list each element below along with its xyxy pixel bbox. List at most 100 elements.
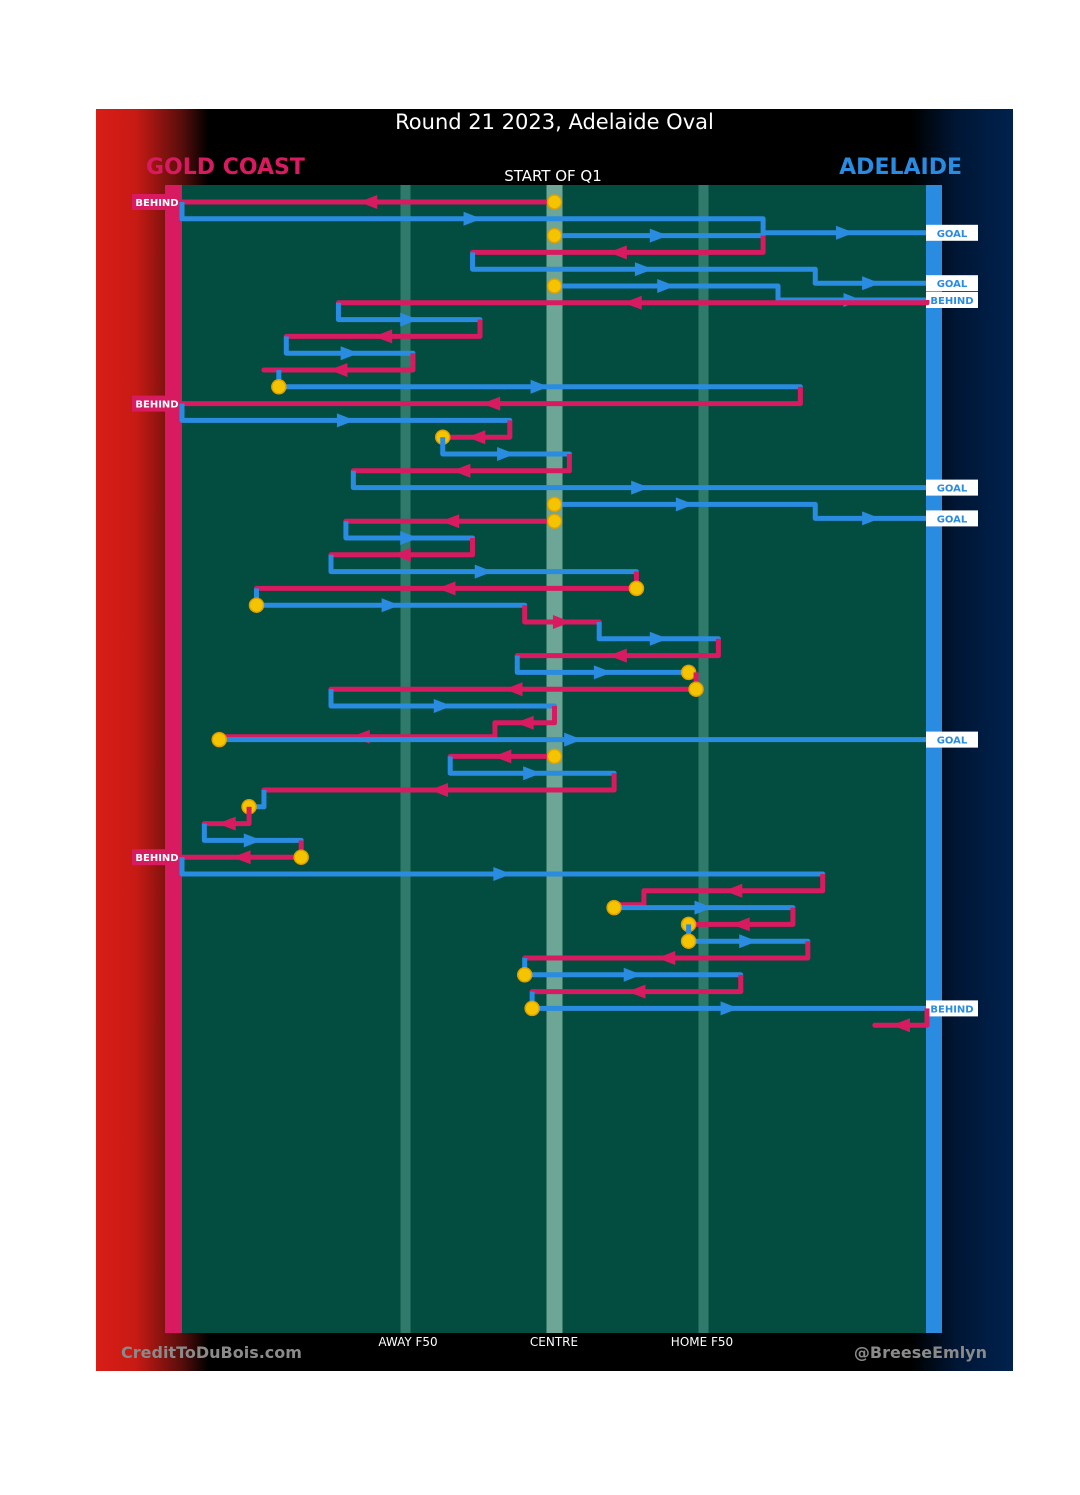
ball-marker xyxy=(688,681,704,697)
score-tag xyxy=(132,194,182,210)
flow-arrow xyxy=(862,276,881,291)
flow-arrow xyxy=(891,1018,910,1033)
score-tag xyxy=(926,1000,978,1017)
ball-marker xyxy=(211,731,227,748)
footer-credit: CreditToDuBois.com xyxy=(121,1343,302,1362)
ball-marker xyxy=(546,748,563,765)
score-tag xyxy=(926,479,978,496)
team-left-label: GOLD COAST xyxy=(146,155,305,180)
score-tag-label: BEHIND xyxy=(135,400,178,411)
flow-arrow xyxy=(430,783,449,797)
flow-arrow xyxy=(400,531,419,545)
away-f50-line xyxy=(400,185,411,1333)
flow-arrow xyxy=(217,816,236,831)
flow-arrow xyxy=(340,346,359,361)
flow-arrow xyxy=(452,463,471,478)
flow-arrow xyxy=(608,245,627,260)
home-f50-line xyxy=(698,185,709,1333)
ball-marker xyxy=(680,933,697,949)
flow-arrow xyxy=(493,749,512,764)
score-tag xyxy=(926,731,978,748)
flow-arrow xyxy=(657,951,676,965)
axis-label-home-f50: HOME F50 xyxy=(670,1335,734,1349)
score-tag-label: BEHIND xyxy=(930,296,973,307)
flow-arrow xyxy=(441,514,460,529)
flow-arrow xyxy=(675,497,694,512)
ball-marker xyxy=(546,278,563,294)
score-tag xyxy=(132,395,182,412)
score-tag-label: BEHIND xyxy=(930,1004,973,1015)
score-tag-label: GOAL xyxy=(937,229,968,240)
flow-arrow xyxy=(724,883,743,898)
flow-arrow xyxy=(474,564,493,579)
ball-marker xyxy=(271,379,287,395)
flow-arrow xyxy=(515,715,534,730)
score-tag-label: BEHIND xyxy=(135,853,178,864)
flow-arrow xyxy=(400,312,419,327)
flow-arrow xyxy=(694,900,713,915)
flow-arrow xyxy=(593,665,612,680)
ball-marker xyxy=(546,227,563,244)
flow-arrow xyxy=(552,615,571,629)
flow-arrow xyxy=(564,732,583,747)
flow-arrow xyxy=(720,1001,739,1016)
ball-marker xyxy=(293,849,309,865)
flow-arrow xyxy=(336,413,355,428)
flow-arrow xyxy=(627,984,646,999)
score-tag xyxy=(926,292,978,308)
ball-marker xyxy=(546,496,563,513)
ball-marker xyxy=(248,597,265,613)
score-tag xyxy=(132,849,182,866)
axis-label-away-f50: AWAY F50 xyxy=(378,1335,438,1349)
quarter-start-label: START OF Q1 xyxy=(504,167,602,185)
flow-arrow xyxy=(463,211,482,226)
team-right-label: ADELAIDE xyxy=(839,155,962,180)
flow-arrow xyxy=(739,934,758,949)
flow-arrow xyxy=(437,581,456,596)
ball-marker xyxy=(628,580,645,597)
ball-marker xyxy=(516,967,533,983)
ball-marker xyxy=(524,1000,540,1017)
flow-arrow xyxy=(608,648,627,663)
ball-marker xyxy=(546,194,563,210)
footer-handle: @BreeseEmlyn xyxy=(853,1343,987,1362)
flow-arrow xyxy=(649,228,668,243)
flow-arrow xyxy=(504,682,523,697)
flow-arrow xyxy=(523,766,542,781)
flow-arrow xyxy=(482,396,501,411)
score-tag xyxy=(926,224,978,241)
flow-arrow xyxy=(731,917,750,932)
flow-arrow xyxy=(374,329,393,344)
score-tag-label: BEHIND xyxy=(135,198,178,209)
ball-marker xyxy=(606,899,622,916)
axis-label-centre: CENTRE xyxy=(529,1335,579,1349)
score-tag xyxy=(926,275,978,292)
poster: BEHIND GOAL GOAL BEHIND BEHIND GOAL GOAL GOAL BE… xyxy=(96,109,1013,1371)
possession-chart: BEHIND GOAL GOAL BEHIND BEHIND GOAL GOAL GOAL BE… xyxy=(132,185,978,1333)
ball-marker xyxy=(546,513,563,529)
flow-arrow xyxy=(243,833,262,848)
flow-arrow xyxy=(493,867,512,881)
flow-arrow xyxy=(497,447,516,461)
gold-coast-goal-line xyxy=(165,185,182,1333)
flow-arrow xyxy=(634,262,653,277)
flow-arrow xyxy=(392,547,411,562)
score-tag-label: GOAL xyxy=(937,514,968,525)
score-tag xyxy=(926,510,978,527)
score-tag-label: GOAL xyxy=(937,279,968,290)
flow-arrow xyxy=(329,363,348,377)
score-tag-label: GOAL xyxy=(937,484,968,495)
chart-title: Round 21 2023, Adelaide Oval xyxy=(395,110,714,134)
flow-arrow xyxy=(862,511,881,526)
flow-arrow xyxy=(631,480,650,495)
flow-arrow xyxy=(359,195,378,209)
score-tag-label: GOAL xyxy=(937,736,968,747)
adelaide-goal-line xyxy=(926,185,942,1333)
ball-marker xyxy=(680,664,697,681)
flow-arrow xyxy=(623,967,642,982)
flow-arrow xyxy=(381,598,400,613)
flow-arrow xyxy=(467,430,486,445)
flow-arrow xyxy=(433,699,452,713)
flow-arrow xyxy=(649,631,668,646)
flow-arrow xyxy=(530,379,549,394)
